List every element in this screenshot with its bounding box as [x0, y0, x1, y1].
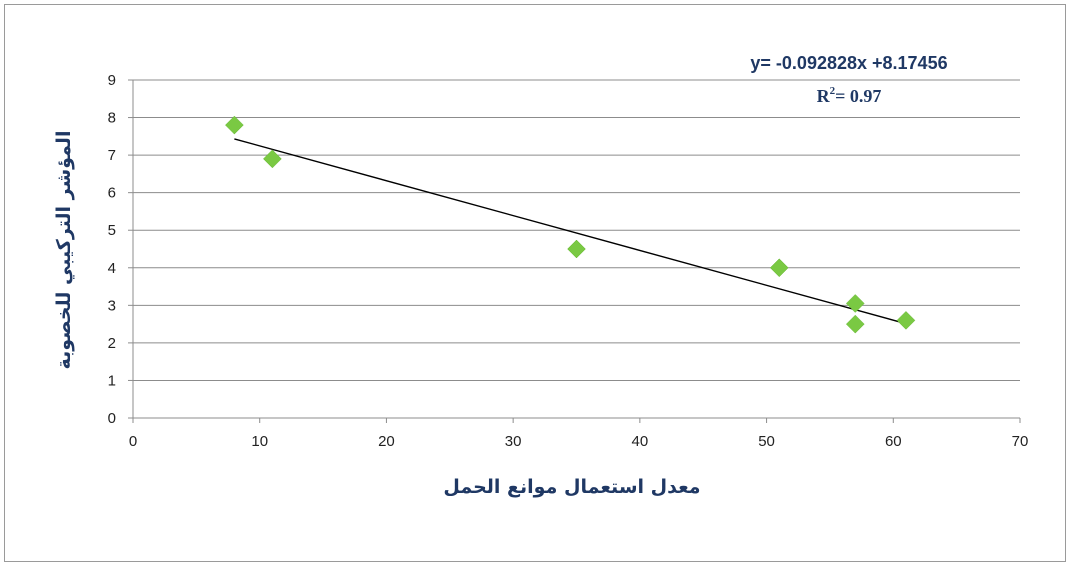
y-tick-label: 8: [108, 110, 116, 127]
y-tick-label: 1: [108, 372, 116, 389]
x-axis-title: معدل استعمال موانع الحمل: [443, 476, 700, 498]
x-tick-label: 0: [129, 433, 137, 450]
y-tick-label: 3: [108, 297, 116, 314]
data-point: [896, 311, 916, 330]
axes: [128, 79, 1021, 423]
trendline-equation: y= -0.092828x +8.17456: [750, 53, 947, 73]
chart-frame: [4, 4, 1066, 562]
y-tick-label: 0: [108, 410, 116, 427]
data-point: [225, 115, 244, 135]
gridlines: [133, 79, 1020, 381]
r-squared-symbol: R: [817, 86, 831, 106]
data-point: [567, 239, 586, 259]
y-tick-label: 2: [108, 335, 116, 352]
r-squared-equals: =: [835, 86, 850, 106]
r-squared-superscript: 2: [830, 85, 836, 97]
x-tick-label: 20: [378, 433, 395, 450]
y-axis-title: المؤشر التركيبي للخصوبة: [53, 131, 75, 370]
x-tick-label: 50: [758, 433, 775, 450]
r-squared-value: 0.97: [850, 86, 882, 106]
y-tick-labels: 0 1 2 3 4 5 6 7 8 9: [108, 72, 116, 427]
data-point: [845, 294, 865, 313]
data-point: [769, 258, 789, 278]
x-tick-label: 10: [251, 433, 268, 450]
x-tick-label: 40: [632, 433, 649, 450]
data-point: [263, 149, 282, 169]
r-squared-label: R2= 0.97: [817, 85, 882, 106]
y-tick-label: 5: [108, 222, 116, 239]
trendline-group: [234, 138, 907, 325]
x-tick-label: 70: [1012, 433, 1029, 450]
x-tick-label: 60: [885, 433, 902, 450]
y-tick-label: 4: [108, 260, 116, 277]
trendline: [234, 138, 907, 325]
x-tick-labels: 0 10 20 30 40 50 60 70: [129, 433, 1029, 450]
x-tick-label: 30: [505, 433, 522, 450]
data-point: [845, 314, 865, 334]
y-tick-label: 7: [108, 147, 116, 164]
data-points: [225, 115, 916, 334]
y-tick-label: 6: [108, 185, 116, 202]
y-tick-label: 9: [108, 72, 116, 89]
